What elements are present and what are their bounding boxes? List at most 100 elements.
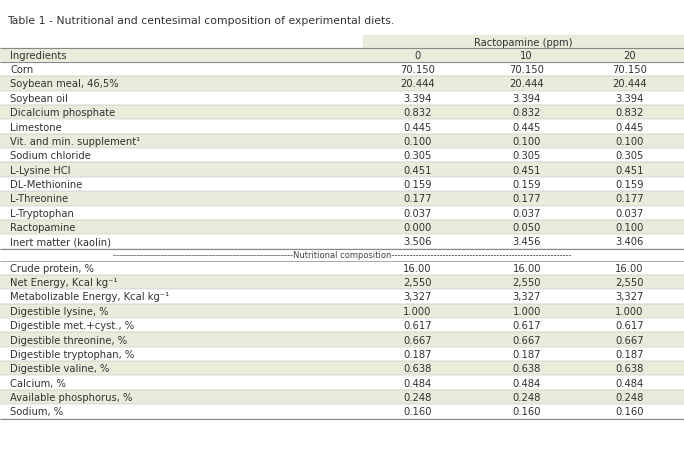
Text: 0.484: 0.484	[403, 378, 432, 388]
Text: 20.444: 20.444	[400, 79, 434, 89]
Text: L-Tryptophan: L-Tryptophan	[10, 208, 74, 218]
Text: Ractopamine (ppm): Ractopamine (ppm)	[474, 38, 573, 48]
Text: 0.177: 0.177	[512, 194, 541, 204]
Text: Dicalcium phosphate: Dicalcium phosphate	[10, 108, 116, 118]
Text: Soybean meal, 46,5%: Soybean meal, 46,5%	[10, 79, 119, 89]
Text: 0.177: 0.177	[403, 194, 432, 204]
Text: 2,550: 2,550	[615, 278, 644, 288]
Text: 0.100: 0.100	[615, 136, 644, 147]
Text: 0.638: 0.638	[512, 364, 541, 374]
Bar	[0, 206, 684, 220]
Text: Table 1 - Nutritional and centesimal composition of experimental diets.: Table 1 - Nutritional and centesimal com…	[7, 16, 394, 26]
Text: 3.394: 3.394	[615, 94, 644, 104]
Text: 3,327: 3,327	[512, 292, 541, 302]
Text: 0.037: 0.037	[512, 208, 541, 218]
Text: 0.305: 0.305	[615, 151, 644, 161]
Text: 3,327: 3,327	[403, 292, 432, 302]
Text: 2,550: 2,550	[512, 278, 541, 288]
Text: Limestone: Limestone	[10, 122, 62, 132]
Text: 0.451: 0.451	[615, 165, 644, 175]
Bar	[0, 91, 684, 106]
Text: Ingredients: Ingredients	[10, 51, 67, 61]
Bar	[0, 275, 684, 289]
Text: 1.000: 1.000	[403, 306, 432, 316]
Text: 0.159: 0.159	[615, 180, 644, 190]
Text: Digestible lysine, %: Digestible lysine, %	[10, 306, 109, 316]
Text: 0.305: 0.305	[403, 151, 432, 161]
Text: 0.451: 0.451	[512, 165, 541, 175]
Bar	[363, 36, 684, 49]
Text: 20.444: 20.444	[510, 79, 544, 89]
Bar	[0, 318, 684, 333]
Text: 0.667: 0.667	[615, 335, 644, 345]
Text: 16.00: 16.00	[403, 263, 432, 273]
Text: 0.667: 0.667	[512, 335, 541, 345]
Text: 0.160: 0.160	[615, 406, 644, 416]
Text: Metabolizable Energy, Kcal kg⁻¹: Metabolizable Energy, Kcal kg⁻¹	[10, 292, 170, 302]
Text: Crude protein, %: Crude protein, %	[10, 263, 94, 273]
Text: Sodium chloride: Sodium chloride	[10, 151, 91, 161]
Text: L-Threonine: L-Threonine	[10, 194, 68, 204]
Text: 0.832: 0.832	[615, 108, 644, 118]
Text: 0.159: 0.159	[403, 180, 432, 190]
Text: Digestible met.+cyst., %: Digestible met.+cyst., %	[10, 320, 134, 330]
Text: 20.444: 20.444	[612, 79, 646, 89]
Text: 0.484: 0.484	[615, 378, 644, 388]
Text: 0.451: 0.451	[403, 165, 432, 175]
Text: 2,550: 2,550	[403, 278, 432, 288]
Text: 0.617: 0.617	[512, 320, 541, 330]
Text: 0.187: 0.187	[512, 349, 541, 359]
Text: 3.406: 3.406	[615, 237, 644, 247]
Text: Inert matter (kaolin): Inert matter (kaolin)	[10, 237, 111, 247]
Text: Sodium, %: Sodium, %	[10, 406, 64, 416]
Text: 0.638: 0.638	[403, 364, 432, 374]
Bar	[0, 333, 684, 347]
Text: 0.037: 0.037	[615, 208, 644, 218]
Bar	[0, 261, 684, 275]
Text: 0.617: 0.617	[403, 320, 432, 330]
Bar	[0, 404, 684, 419]
Text: 3.394: 3.394	[512, 94, 541, 104]
Text: 16.00: 16.00	[615, 263, 644, 273]
Bar	[0, 177, 684, 192]
Bar	[0, 149, 684, 163]
Text: Digestible valine, %: Digestible valine, %	[10, 364, 109, 374]
Bar	[0, 49, 684, 63]
Text: 0.305: 0.305	[512, 151, 541, 161]
Text: Vit. and min. supplement¹: Vit. and min. supplement¹	[10, 136, 140, 147]
Text: ------------------------------------------------------------Nutritional composit: ----------------------------------------…	[113, 251, 571, 259]
Text: Soybean oil: Soybean oil	[10, 94, 68, 104]
Text: 20: 20	[623, 51, 635, 61]
Bar	[0, 249, 684, 261]
Text: 10: 10	[521, 51, 533, 61]
Text: 0.484: 0.484	[512, 378, 541, 388]
Text: DL-Methionine: DL-Methionine	[10, 180, 83, 190]
Text: 0.832: 0.832	[512, 108, 541, 118]
Text: 0.000: 0.000	[403, 222, 432, 233]
Bar	[0, 361, 684, 375]
Bar	[0, 390, 684, 404]
Text: 3.506: 3.506	[403, 237, 432, 247]
Text: Corn: Corn	[10, 65, 34, 75]
Bar	[0, 304, 684, 318]
Text: 0.100: 0.100	[403, 136, 432, 147]
Text: 16.00: 16.00	[512, 263, 541, 273]
Text: 0.445: 0.445	[512, 122, 541, 132]
Bar	[0, 77, 684, 91]
Text: Ractopamine: Ractopamine	[10, 222, 76, 233]
Bar	[0, 375, 684, 390]
Text: 1.000: 1.000	[615, 306, 644, 316]
Bar	[0, 135, 684, 149]
Bar	[0, 106, 684, 120]
Text: 70.150: 70.150	[510, 65, 544, 75]
Bar	[0, 235, 684, 249]
Text: Calcium, %: Calcium, %	[10, 378, 66, 388]
Text: 0.248: 0.248	[403, 392, 432, 402]
Text: Digestible tryptophan, %: Digestible tryptophan, %	[10, 349, 135, 359]
Text: 0.638: 0.638	[615, 364, 644, 374]
Text: 0.050: 0.050	[512, 222, 541, 233]
Text: 0.160: 0.160	[512, 406, 541, 416]
Text: 0.100: 0.100	[512, 136, 541, 147]
Text: L-Lysine HCl: L-Lysine HCl	[10, 165, 70, 175]
Text: 1.000: 1.000	[512, 306, 541, 316]
